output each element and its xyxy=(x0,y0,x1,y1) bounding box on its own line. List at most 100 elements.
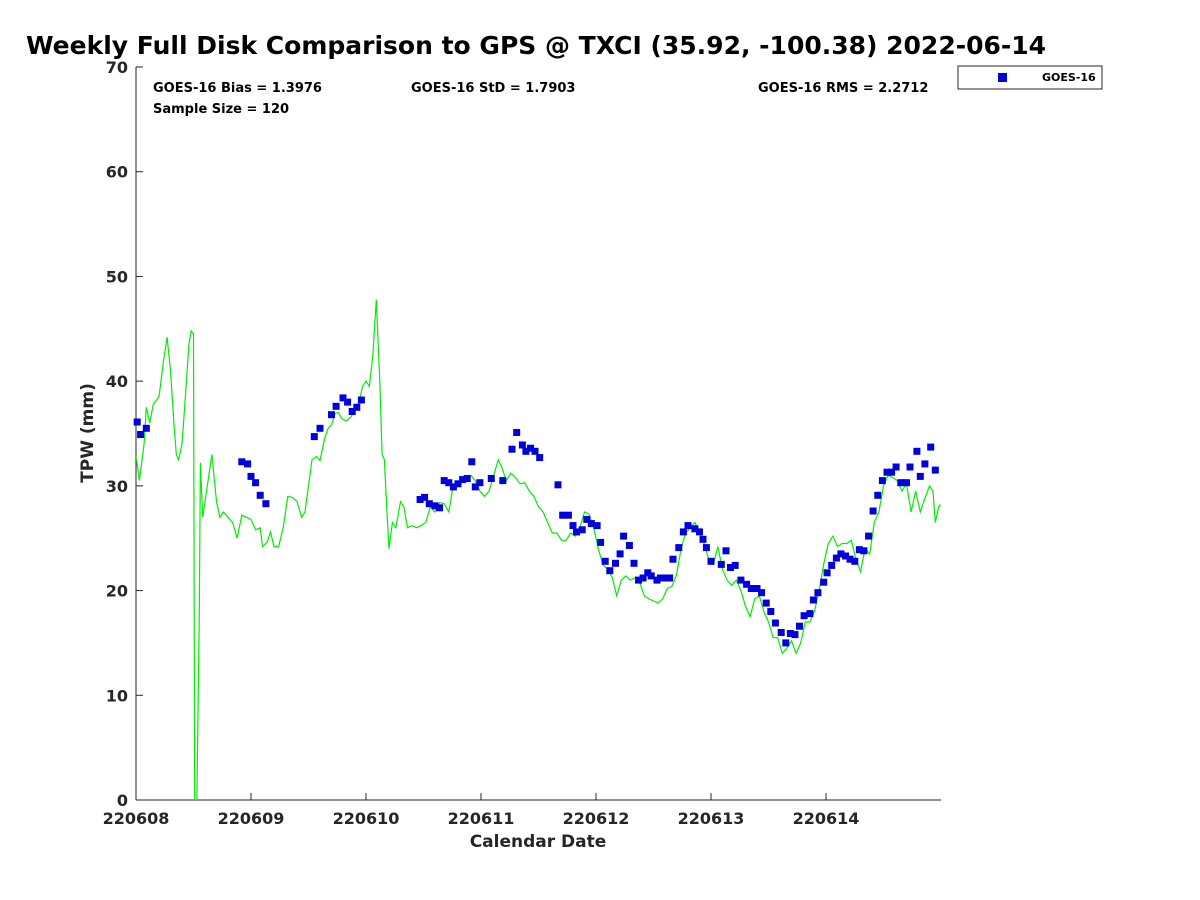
data-point-goes xyxy=(855,546,863,554)
data-point-goes xyxy=(786,630,794,637)
data-point-goes xyxy=(767,608,775,615)
x-tick-label: 220614 xyxy=(793,809,860,828)
data-point-goes xyxy=(244,460,252,468)
y-tick-label: 30 xyxy=(106,477,128,496)
data-point-goes xyxy=(814,589,822,597)
data-point-goes xyxy=(522,447,530,455)
data-point-goes xyxy=(616,550,624,558)
data-point-goes xyxy=(921,460,929,468)
data-point-goes xyxy=(656,574,664,582)
data-point-goes xyxy=(440,477,448,485)
data-point-goes xyxy=(339,394,347,402)
data-point-goes xyxy=(747,585,755,592)
data-point-goes xyxy=(583,515,591,523)
data-point-goes xyxy=(860,547,868,555)
x-tick-label: 220612 xyxy=(563,809,630,828)
data-point-goes xyxy=(476,479,484,487)
data-point-goes xyxy=(601,557,609,565)
stat-sample-size: Sample Size = 120 xyxy=(153,102,289,117)
data-point-goes xyxy=(913,447,921,455)
data-point-goes xyxy=(573,528,580,536)
data-point-goes xyxy=(927,443,935,451)
data-point-goes xyxy=(536,454,544,462)
data-point-goes xyxy=(468,458,476,466)
x-tick-label: 220608 xyxy=(103,809,170,828)
y-tick-label: 40 xyxy=(106,372,128,391)
data-point-goes xyxy=(897,479,905,487)
data-point-goes xyxy=(487,475,495,482)
y-tick-label: 0 xyxy=(117,791,128,810)
stat-rms: GOES-16 RMS = 2.2712 xyxy=(758,81,928,96)
data-point-goes xyxy=(800,612,808,620)
y-tick-label: 10 xyxy=(106,686,128,705)
data-point-goes xyxy=(344,398,352,406)
data-point-goes xyxy=(743,580,751,588)
data-point-goes xyxy=(722,547,730,555)
data-point-goes xyxy=(758,589,766,597)
chart-title: Weekly Full Disk Comparison to GPS @ TXC… xyxy=(26,31,1046,60)
data-point-goes xyxy=(569,522,577,530)
series-line-gps xyxy=(136,299,941,800)
data-point-goes xyxy=(425,500,433,508)
data-point-goes xyxy=(717,560,725,568)
data-point-goes xyxy=(842,552,850,560)
data-point-goes xyxy=(142,424,150,432)
data-point-goes xyxy=(666,574,674,582)
data-point-goes xyxy=(892,463,900,471)
data-point-goes xyxy=(931,466,939,474)
data-point-goes xyxy=(806,610,814,618)
data-point-goes xyxy=(696,528,703,536)
data-point-goes xyxy=(625,542,633,549)
data-point-goes xyxy=(777,629,785,636)
data-point-goes xyxy=(731,561,739,569)
data-point-goes xyxy=(865,532,873,540)
data-point-goes xyxy=(431,502,439,510)
data-point-goes xyxy=(421,493,429,501)
data-point-goes xyxy=(851,557,859,565)
data-point-goes xyxy=(262,500,270,508)
data-point-goes xyxy=(316,424,324,432)
stats-panel: GOES-16 Bias = 1.3976 GOES-16 StD = 1.79… xyxy=(153,81,928,117)
data-point-goes xyxy=(791,631,799,639)
data-point-goes xyxy=(459,476,467,484)
data-point-goes xyxy=(823,569,831,577)
data-point-goes xyxy=(878,477,886,485)
y-axis-label: TPW (mm) xyxy=(78,383,98,483)
data-point-goes xyxy=(587,520,595,528)
data-point-goes xyxy=(832,554,840,562)
data-point-goes xyxy=(328,411,335,419)
legend: GOES-16 xyxy=(957,65,1103,90)
data-point-goes xyxy=(699,535,707,543)
data-point-goes xyxy=(620,532,628,540)
data-point-goes xyxy=(471,483,479,491)
data-point-goes xyxy=(348,408,356,415)
legend-box xyxy=(957,65,1103,90)
data-point-goes xyxy=(578,526,586,534)
data-point-goes xyxy=(238,458,246,466)
data-point-goes xyxy=(782,639,790,647)
data-point-goes xyxy=(771,619,779,627)
data-point-goes xyxy=(564,511,572,519)
data-point-goes xyxy=(463,475,471,482)
data-point-goes xyxy=(903,479,910,487)
data-point-goes xyxy=(527,444,534,452)
data-point-goes xyxy=(691,525,699,533)
y-tick-label: 70 xyxy=(106,58,128,77)
data-point-goes xyxy=(310,433,318,441)
data-point-goes xyxy=(133,418,141,426)
data-point-goes xyxy=(869,507,877,515)
data-point-goes xyxy=(828,561,836,569)
data-point-goes xyxy=(762,599,770,607)
data-point-goes xyxy=(707,557,715,565)
x-tick-label: 220609 xyxy=(218,809,285,828)
data-point-goes xyxy=(837,550,845,558)
data-point-goes xyxy=(647,572,655,580)
data-point-goes xyxy=(332,402,340,410)
data-point-goes xyxy=(846,555,854,563)
stat-std: GOES-16 StD = 1.7903 xyxy=(411,81,575,96)
data-point-goes xyxy=(499,477,507,485)
data-point-goes xyxy=(753,585,761,592)
data-point-goes xyxy=(630,559,638,567)
data-point-goes xyxy=(684,522,692,530)
